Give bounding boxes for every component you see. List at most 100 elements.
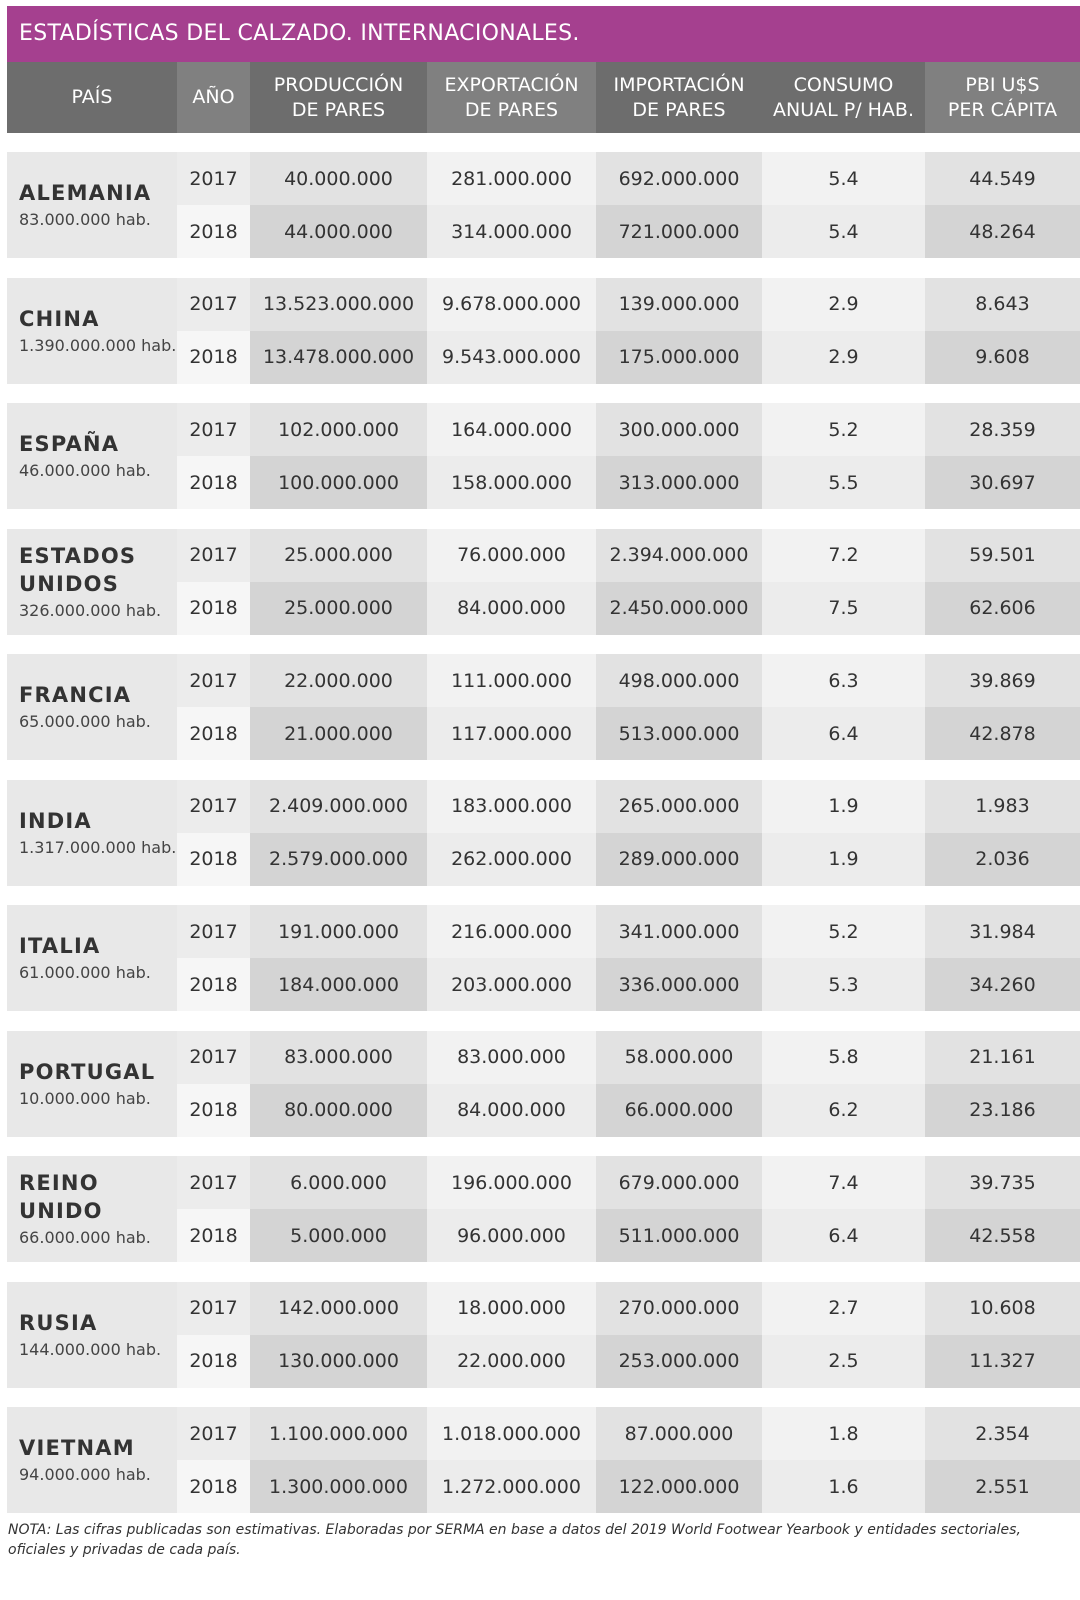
export-cell: 203.000.000 bbox=[427, 958, 596, 1011]
gdp-cell: 30.697 bbox=[925, 456, 1080, 509]
consumption-cell: 6.4 bbox=[762, 1209, 925, 1262]
import-cell: 511.000.000 bbox=[596, 1209, 762, 1262]
table-header: PAÍS AÑO PRODUCCIÓN DE PARES EXPORTACIÓN DE… bbox=[7, 62, 1080, 133]
footnote: NOTA: Las cifras publicadas son estimati… bbox=[8, 1522, 1021, 1558]
country-name: ITALIA bbox=[19, 934, 101, 958]
gdp-cell: 59.501 bbox=[925, 528, 1080, 582]
gdp-cell: 48.264 bbox=[925, 205, 1080, 258]
production-cell: 44.000.000 bbox=[250, 205, 427, 258]
production-cell: 83.000.000 bbox=[250, 1030, 427, 1084]
country-group: FRANCIA 65.000.000 hab. 2017 22.000.000 111.… bbox=[7, 654, 1080, 760]
year-cell: 2018 bbox=[177, 330, 250, 384]
gdp-cell: 2.354 bbox=[925, 1407, 1080, 1460]
country-cell: VIETNAM 94.000.000 hab. bbox=[7, 1407, 177, 1513]
gdp-cell: 34.260 bbox=[925, 958, 1080, 1011]
country-cell: REINO UNIDO 66.000.000 hab. bbox=[7, 1156, 177, 1262]
column-header: IMPORTACIÓN DE PARES bbox=[596, 62, 762, 133]
import-cell: 721.000.000 bbox=[596, 205, 762, 258]
gdp-cell: 39.735 bbox=[925, 1156, 1080, 1209]
consumption-cell: 5.8 bbox=[762, 1030, 925, 1084]
export-cell: 96.000.000 bbox=[427, 1209, 596, 1262]
year-cell: 2018 bbox=[177, 581, 250, 635]
year-cell: 2017 bbox=[177, 277, 250, 331]
country-name: CHINA bbox=[19, 306, 100, 331]
gdp-cell: 42.878 bbox=[925, 707, 1080, 760]
consumption-cell: 7.4 bbox=[762, 1156, 925, 1209]
consumption-cell: 5.3 bbox=[762, 958, 925, 1011]
export-cell: 76.000.000 bbox=[427, 528, 596, 582]
country-cell: ESTADOS UNIDOS 326.000.000 hab. bbox=[7, 528, 177, 635]
import-cell: 87.000.000 bbox=[596, 1407, 762, 1460]
consumption-cell: 5.2 bbox=[762, 905, 925, 958]
consumption-cell: 6.4 bbox=[762, 707, 925, 760]
import-cell: 2.450.000.000 bbox=[596, 581, 762, 635]
production-cell: 25.000.000 bbox=[250, 528, 427, 582]
year-cell: 2017 bbox=[177, 1156, 250, 1209]
consumption-cell: 5.5 bbox=[762, 456, 925, 509]
year-cell: 2017 bbox=[177, 1407, 250, 1460]
export-cell: 164.000.000 bbox=[427, 403, 596, 456]
country-population: 46.000.000 hab. bbox=[19, 461, 151, 480]
consumption-cell: 7.5 bbox=[762, 581, 925, 635]
gdp-cell: 2.551 bbox=[925, 1460, 1080, 1513]
production-cell: 5.000.000 bbox=[250, 1209, 427, 1262]
consumption-cell: 5.4 bbox=[762, 205, 925, 258]
import-cell: 679.000.000 bbox=[596, 1156, 762, 1209]
country-group: ESPAÑA 46.000.000 hab. 2017 102.000.000 164.… bbox=[7, 403, 1080, 509]
import-cell: 498.000.000 bbox=[596, 654, 762, 707]
country-group: RUSIA 144.000.000 hab. 2017 142.000.000 18.0… bbox=[7, 1281, 1080, 1388]
import-cell: 336.000.000 bbox=[596, 958, 762, 1011]
country-cell: ALEMANIA 83.000.000 hab. bbox=[7, 152, 177, 258]
country-name: ESTADOS UNIDOS bbox=[19, 543, 137, 596]
import-cell: 58.000.000 bbox=[596, 1030, 762, 1084]
export-cell: 158.000.000 bbox=[427, 456, 596, 509]
year-cell: 2017 bbox=[177, 654, 250, 707]
export-cell: 183.000.000 bbox=[427, 779, 596, 833]
country-cell: INDIA 1.317.000.000 hab. bbox=[7, 779, 177, 886]
export-cell: 117.000.000 bbox=[427, 707, 596, 760]
consumption-cell: 5.4 bbox=[762, 152, 925, 205]
import-cell: 122.000.000 bbox=[596, 1460, 762, 1513]
gdp-cell: 23.186 bbox=[925, 1083, 1080, 1137]
country-name: INDIA bbox=[19, 808, 92, 833]
country-name: RUSIA bbox=[19, 1310, 98, 1335]
import-cell: 265.000.000 bbox=[596, 779, 762, 833]
gdp-cell: 39.869 bbox=[925, 654, 1080, 707]
country-cell: FRANCIA 65.000.000 hab. bbox=[7, 654, 177, 760]
country-population: 10.000.000 hab. bbox=[19, 1088, 151, 1108]
gdp-cell: 62.606 bbox=[925, 581, 1080, 635]
year-cell: 2018 bbox=[177, 456, 250, 509]
column-header: PAÍS bbox=[7, 62, 177, 133]
country-name: VIETNAM bbox=[19, 1436, 135, 1460]
column-header: PRODUCCIÓN DE PARES bbox=[250, 62, 427, 133]
import-cell: 253.000.000 bbox=[596, 1334, 762, 1388]
production-cell: 13.478.000.000 bbox=[250, 330, 427, 384]
gdp-cell: 31.984 bbox=[925, 905, 1080, 958]
production-cell: 191.000.000 bbox=[250, 905, 427, 958]
year-cell: 2017 bbox=[177, 152, 250, 205]
production-cell: 102.000.000 bbox=[250, 403, 427, 456]
gdp-cell: 44.549 bbox=[925, 152, 1080, 205]
consumption-cell: 2.7 bbox=[762, 1281, 925, 1335]
country-name: PORTUGAL bbox=[19, 1059, 156, 1084]
year-cell: 2017 bbox=[177, 528, 250, 582]
production-cell: 22.000.000 bbox=[250, 654, 427, 707]
year-cell: 2018 bbox=[177, 707, 250, 760]
consumption-cell: 1.6 bbox=[762, 1460, 925, 1513]
year-cell: 2018 bbox=[177, 1209, 250, 1262]
consumption-cell: 2.5 bbox=[762, 1334, 925, 1388]
import-cell: 139.000.000 bbox=[596, 277, 762, 331]
country-population: 61.000.000 hab. bbox=[19, 963, 151, 982]
country-group: REINO UNIDO 66.000.000 hab. 2017 6.000.000 1… bbox=[7, 1156, 1080, 1262]
export-cell: 216.000.000 bbox=[427, 905, 596, 958]
country-population: 83.000.000 hab. bbox=[19, 210, 151, 229]
consumption-cell: 6.3 bbox=[762, 654, 925, 707]
export-cell: 9.543.000.000 bbox=[427, 330, 596, 384]
country-population: 65.000.000 hab. bbox=[19, 712, 151, 731]
export-cell: 83.000.000 bbox=[427, 1030, 596, 1084]
export-cell: 9.678.000.000 bbox=[427, 277, 596, 331]
country-group: ESTADOS UNIDOS 326.000.000 hab. 2017 25.000… bbox=[7, 528, 1080, 635]
import-cell: 2.394.000.000 bbox=[596, 528, 762, 582]
year-cell: 2017 bbox=[177, 403, 250, 456]
country-cell: ITALIA 61.000.000 hab. bbox=[7, 905, 177, 1011]
